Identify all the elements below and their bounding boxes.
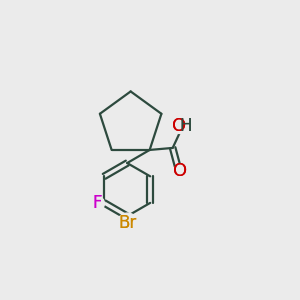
Text: H: H xyxy=(179,117,192,135)
Text: O: O xyxy=(172,117,186,135)
Text: F: F xyxy=(92,194,102,212)
Text: O: O xyxy=(172,117,186,135)
Text: F: F xyxy=(92,194,102,212)
Text: O: O xyxy=(173,162,187,180)
Text: H: H xyxy=(179,117,192,135)
Text: O: O xyxy=(173,162,187,180)
Text: Br: Br xyxy=(118,214,136,232)
Text: Br: Br xyxy=(118,214,136,232)
